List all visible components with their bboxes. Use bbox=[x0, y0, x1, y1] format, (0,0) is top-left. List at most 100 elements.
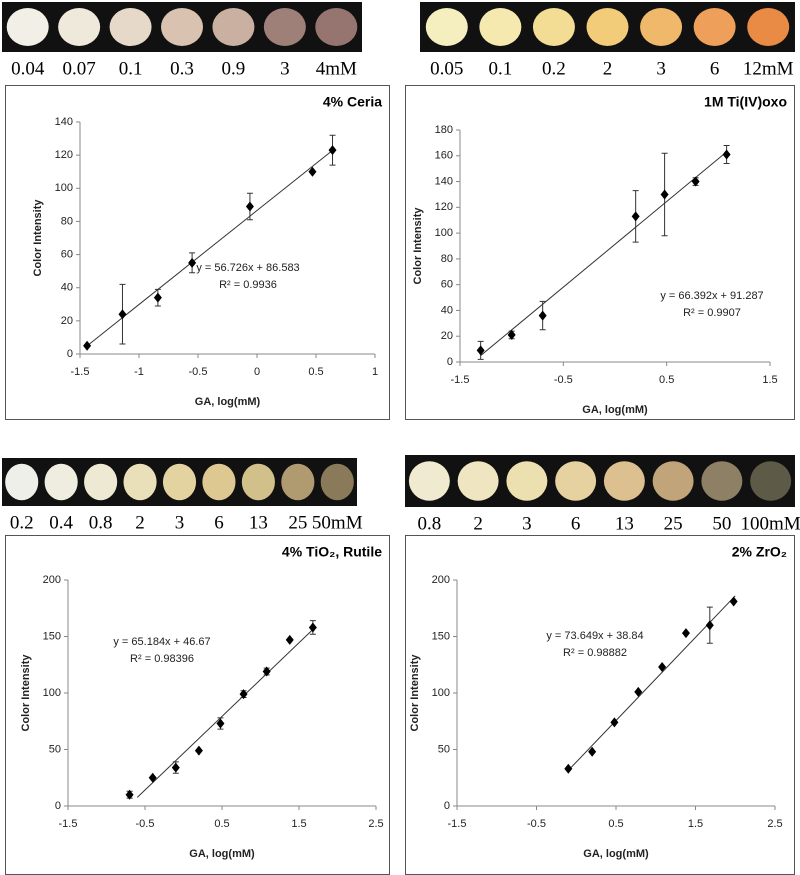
spot bbox=[320, 463, 354, 501]
spot-label: 4mM bbox=[316, 58, 357, 79]
y-tick-label: 40 bbox=[441, 304, 453, 316]
chart-title: 4% TiO₂, Rutile bbox=[282, 544, 382, 560]
spot-label: 0.07 bbox=[63, 58, 96, 79]
spot-label: 0.1 bbox=[119, 58, 143, 79]
spot-label: 12mM bbox=[743, 58, 794, 79]
spot-label: 25 bbox=[288, 512, 307, 533]
spot bbox=[281, 463, 315, 501]
y-tick-label: 120 bbox=[435, 201, 453, 213]
annotation: R² = 0.9907 bbox=[683, 307, 741, 319]
data-point bbox=[216, 718, 225, 729]
data-point bbox=[681, 628, 690, 639]
spot-label: 6 bbox=[710, 58, 720, 79]
spot-label: 13 bbox=[615, 513, 634, 534]
x-axis-title: GA, log(mM) bbox=[189, 848, 255, 860]
x-tick-label: 1.5 bbox=[762, 374, 777, 386]
spot bbox=[532, 8, 575, 46]
spot bbox=[315, 8, 358, 46]
spot bbox=[263, 8, 306, 46]
spot bbox=[109, 8, 152, 46]
spot bbox=[161, 8, 203, 46]
trendline bbox=[136, 627, 315, 798]
spot-label: 0.05 bbox=[430, 58, 463, 79]
x-tick-label: 2.5 bbox=[368, 818, 383, 830]
x-tick-label: 0.5 bbox=[308, 366, 323, 378]
spot bbox=[202, 463, 236, 501]
y-tick-label: 140 bbox=[435, 175, 453, 187]
spot-label: 0.3 bbox=[170, 58, 194, 79]
x-tick-label: -1.5 bbox=[59, 818, 78, 830]
data-point bbox=[239, 689, 248, 700]
x-axis-title: GA, log(mM) bbox=[195, 396, 261, 408]
spot-label: 2 bbox=[473, 513, 483, 534]
y-tick-label: 50 bbox=[438, 743, 450, 755]
spot-label: 6 bbox=[571, 513, 581, 534]
spot-label: 13 bbox=[249, 512, 268, 533]
spot-label: 6 bbox=[214, 512, 224, 533]
spot-label: 0.8 bbox=[89, 512, 113, 533]
x-axis-title: GA, log(mM) bbox=[582, 404, 648, 416]
trendline bbox=[86, 149, 333, 347]
y-tick-label: 60 bbox=[61, 248, 73, 260]
spot-label: 50mM bbox=[312, 512, 363, 533]
data-point bbox=[171, 762, 180, 773]
y-tick-label: 150 bbox=[432, 630, 450, 642]
data-point bbox=[308, 622, 317, 633]
data-point bbox=[538, 310, 547, 321]
x-tick-label: -1.5 bbox=[71, 366, 90, 378]
annotation: y = 66.392x + 91.287 bbox=[660, 290, 763, 302]
y-tick-label: 0 bbox=[67, 348, 73, 360]
spot bbox=[555, 461, 597, 501]
y-tick-label: 200 bbox=[43, 574, 61, 586]
data-point bbox=[328, 145, 337, 156]
spot bbox=[506, 461, 548, 501]
spot bbox=[693, 8, 736, 46]
spot bbox=[5, 463, 39, 501]
y-tick-label: 180 bbox=[435, 124, 453, 136]
y-tick-label: 40 bbox=[61, 282, 73, 294]
data-point bbox=[660, 189, 669, 200]
annotation: R² = 0.9936 bbox=[219, 279, 277, 291]
data-point bbox=[148, 772, 157, 783]
spot-label: 3 bbox=[175, 512, 185, 533]
spot-label: 0.9 bbox=[222, 58, 246, 79]
x-tick-label: -0.5 bbox=[136, 818, 155, 830]
spot-label: 0.1 bbox=[488, 58, 512, 79]
spot-label: 0.8 bbox=[418, 513, 442, 534]
data-point bbox=[631, 211, 640, 222]
y-tick-label: 20 bbox=[61, 315, 73, 327]
chart-frame bbox=[405, 535, 795, 875]
data-point bbox=[125, 789, 134, 800]
x-tick-label: -1.5 bbox=[448, 818, 467, 830]
annotation: y = 56.726x + 86.583 bbox=[196, 262, 299, 274]
annotation: y = 65.184x + 46.67 bbox=[113, 636, 210, 648]
x-tick-label: 2.5 bbox=[767, 818, 782, 830]
chart-title: 4% Ceria bbox=[323, 94, 382, 110]
y-tick-label: 150 bbox=[43, 630, 61, 642]
annotation: y = 73.649x + 38.84 bbox=[546, 630, 643, 642]
spot-label: 3 bbox=[280, 58, 290, 79]
spot bbox=[586, 8, 629, 46]
x-tick-label: 0.5 bbox=[659, 374, 674, 386]
spot bbox=[84, 463, 118, 501]
data-point bbox=[564, 763, 573, 774]
spot-label: 0.4 bbox=[49, 512, 73, 533]
data-point bbox=[634, 686, 643, 697]
y-tick-label: 20 bbox=[441, 330, 453, 342]
y-tick-label: 0 bbox=[447, 356, 453, 368]
x-tick-label: -0.5 bbox=[189, 366, 208, 378]
annotation: R² = 0.98882 bbox=[563, 647, 627, 659]
data-point bbox=[118, 309, 127, 320]
spot bbox=[44, 463, 78, 501]
spot bbox=[425, 8, 468, 46]
x-tick-label: -1.5 bbox=[451, 374, 470, 386]
y-tick-label: 140 bbox=[55, 116, 73, 128]
data-point bbox=[507, 329, 516, 340]
data-point bbox=[722, 149, 731, 160]
spot-label: 3 bbox=[522, 513, 532, 534]
data-point bbox=[588, 746, 597, 757]
chart-title: 1M Ti(IV)oxo bbox=[704, 94, 787, 110]
y-tick-label: 0 bbox=[55, 800, 61, 812]
spot bbox=[6, 8, 49, 46]
